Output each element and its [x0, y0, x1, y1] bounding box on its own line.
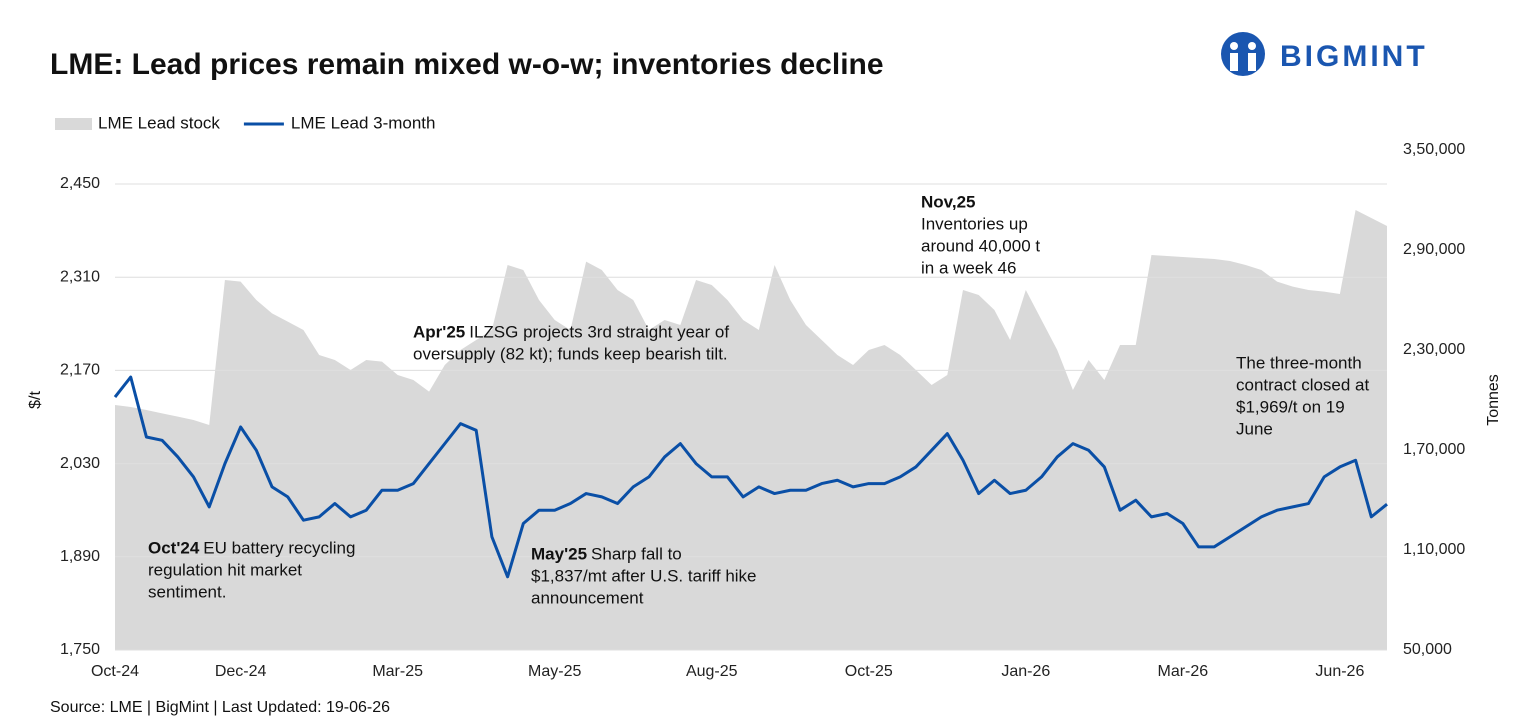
y-tick-label: 1,750	[60, 641, 100, 658]
annotation: May'25 Sharp fall to $1,837/mt after U.S. …	[531, 544, 757, 607]
x-tick-label: Aug-25	[686, 663, 738, 680]
x-tick-label: Dec-24	[215, 663, 267, 680]
y-tick-label: 2,310	[60, 268, 100, 285]
legend-swatch	[55, 118, 92, 130]
x-tick-label: Oct-24	[91, 663, 139, 680]
annotation-title: May'25	[531, 544, 587, 563]
annotation-title: Nov,25	[921, 192, 976, 211]
annotation-text: in a week 46	[921, 258, 1016, 277]
logo-icon	[1230, 53, 1238, 71]
annotation-text: contract closed at	[1236, 375, 1370, 394]
y-axis-label: $/t	[27, 391, 44, 409]
y-tick-label: 2,030	[60, 455, 100, 472]
logo-icon	[1248, 53, 1256, 71]
x-tick-label: Mar-25	[372, 663, 423, 680]
logo: BIGMINT	[1221, 32, 1428, 76]
y2-tick-label: 2,30,000	[1403, 341, 1465, 358]
annotation-text: The three-month	[1236, 353, 1362, 372]
x-tick-label: Jun-26	[1315, 663, 1364, 680]
annotation: Nov,25 Inventories up around 40,000 t in a …	[921, 192, 1040, 277]
y2-axis-label: Tonnes	[1485, 374, 1502, 426]
chart-title: LME: Lead prices remain mixed w-o-w; inv…	[50, 48, 884, 81]
annotation-text: Sharp fall to	[591, 544, 682, 563]
annotation-title: Oct'24	[148, 538, 200, 557]
annotation-text: ILZSG projects 3rd straight year of	[469, 322, 729, 341]
logo-icon	[1230, 42, 1238, 50]
x-tick-label: Oct-25	[845, 663, 893, 680]
logo-text: BIGMINT	[1280, 40, 1428, 73]
y2-tick-label: 2,90,000	[1403, 241, 1465, 258]
logo-icon	[1248, 42, 1256, 50]
x-tick-label: May-25	[528, 663, 581, 680]
annotation-text: June	[1236, 419, 1273, 438]
annotation-text: Inventories up	[921, 214, 1028, 233]
legend-label: LME Lead 3-month	[291, 113, 436, 132]
logo-icon	[1221, 32, 1265, 76]
y2-tick-label: 3,50,000	[1403, 141, 1465, 158]
annotation-text: oversupply (82 kt); funds keep bearish t…	[413, 344, 728, 363]
price-line	[113, 375, 1388, 579]
y2-tick-label: 1,10,000	[1403, 541, 1465, 558]
source: Source: LME | BigMint | Last Updated: 19…	[50, 699, 390, 716]
annotation: The three-month contract closed at $1,969/…	[1236, 353, 1370, 438]
annotation-text: announcement	[531, 588, 644, 607]
annotation-text: $1,837/mt after U.S. tariff hike	[531, 566, 757, 585]
annotation-text: regulation hit market	[148, 560, 302, 579]
x-tick-label: Mar-26	[1158, 663, 1209, 680]
annotation-text: around 40,000 t	[921, 236, 1040, 255]
y-tick-label: 2,450	[60, 175, 100, 192]
y-tick-label: 1,890	[60, 548, 100, 565]
y-tick-label: 2,170	[60, 362, 100, 379]
annotation: Apr'25 ILZSG projects 3rd straight year o…	[413, 322, 729, 363]
annotation-text: $1,969/t on 19	[1236, 397, 1345, 416]
x-tick-label: Jan-26	[1001, 663, 1050, 680]
legend-label: LME Lead stock	[98, 113, 220, 132]
y2-tick-label: 1,70,000	[1403, 441, 1465, 458]
annotation-text: EU battery recycling	[203, 538, 355, 557]
annotation-title: Apr'25	[413, 322, 465, 341]
annotation-text: sentiment.	[148, 582, 226, 601]
stock-area	[115, 210, 1387, 650]
y2-tick-label: 50,000	[1403, 641, 1452, 658]
annotation: Oct'24 EU battery recycling regulation hit…	[148, 538, 355, 601]
